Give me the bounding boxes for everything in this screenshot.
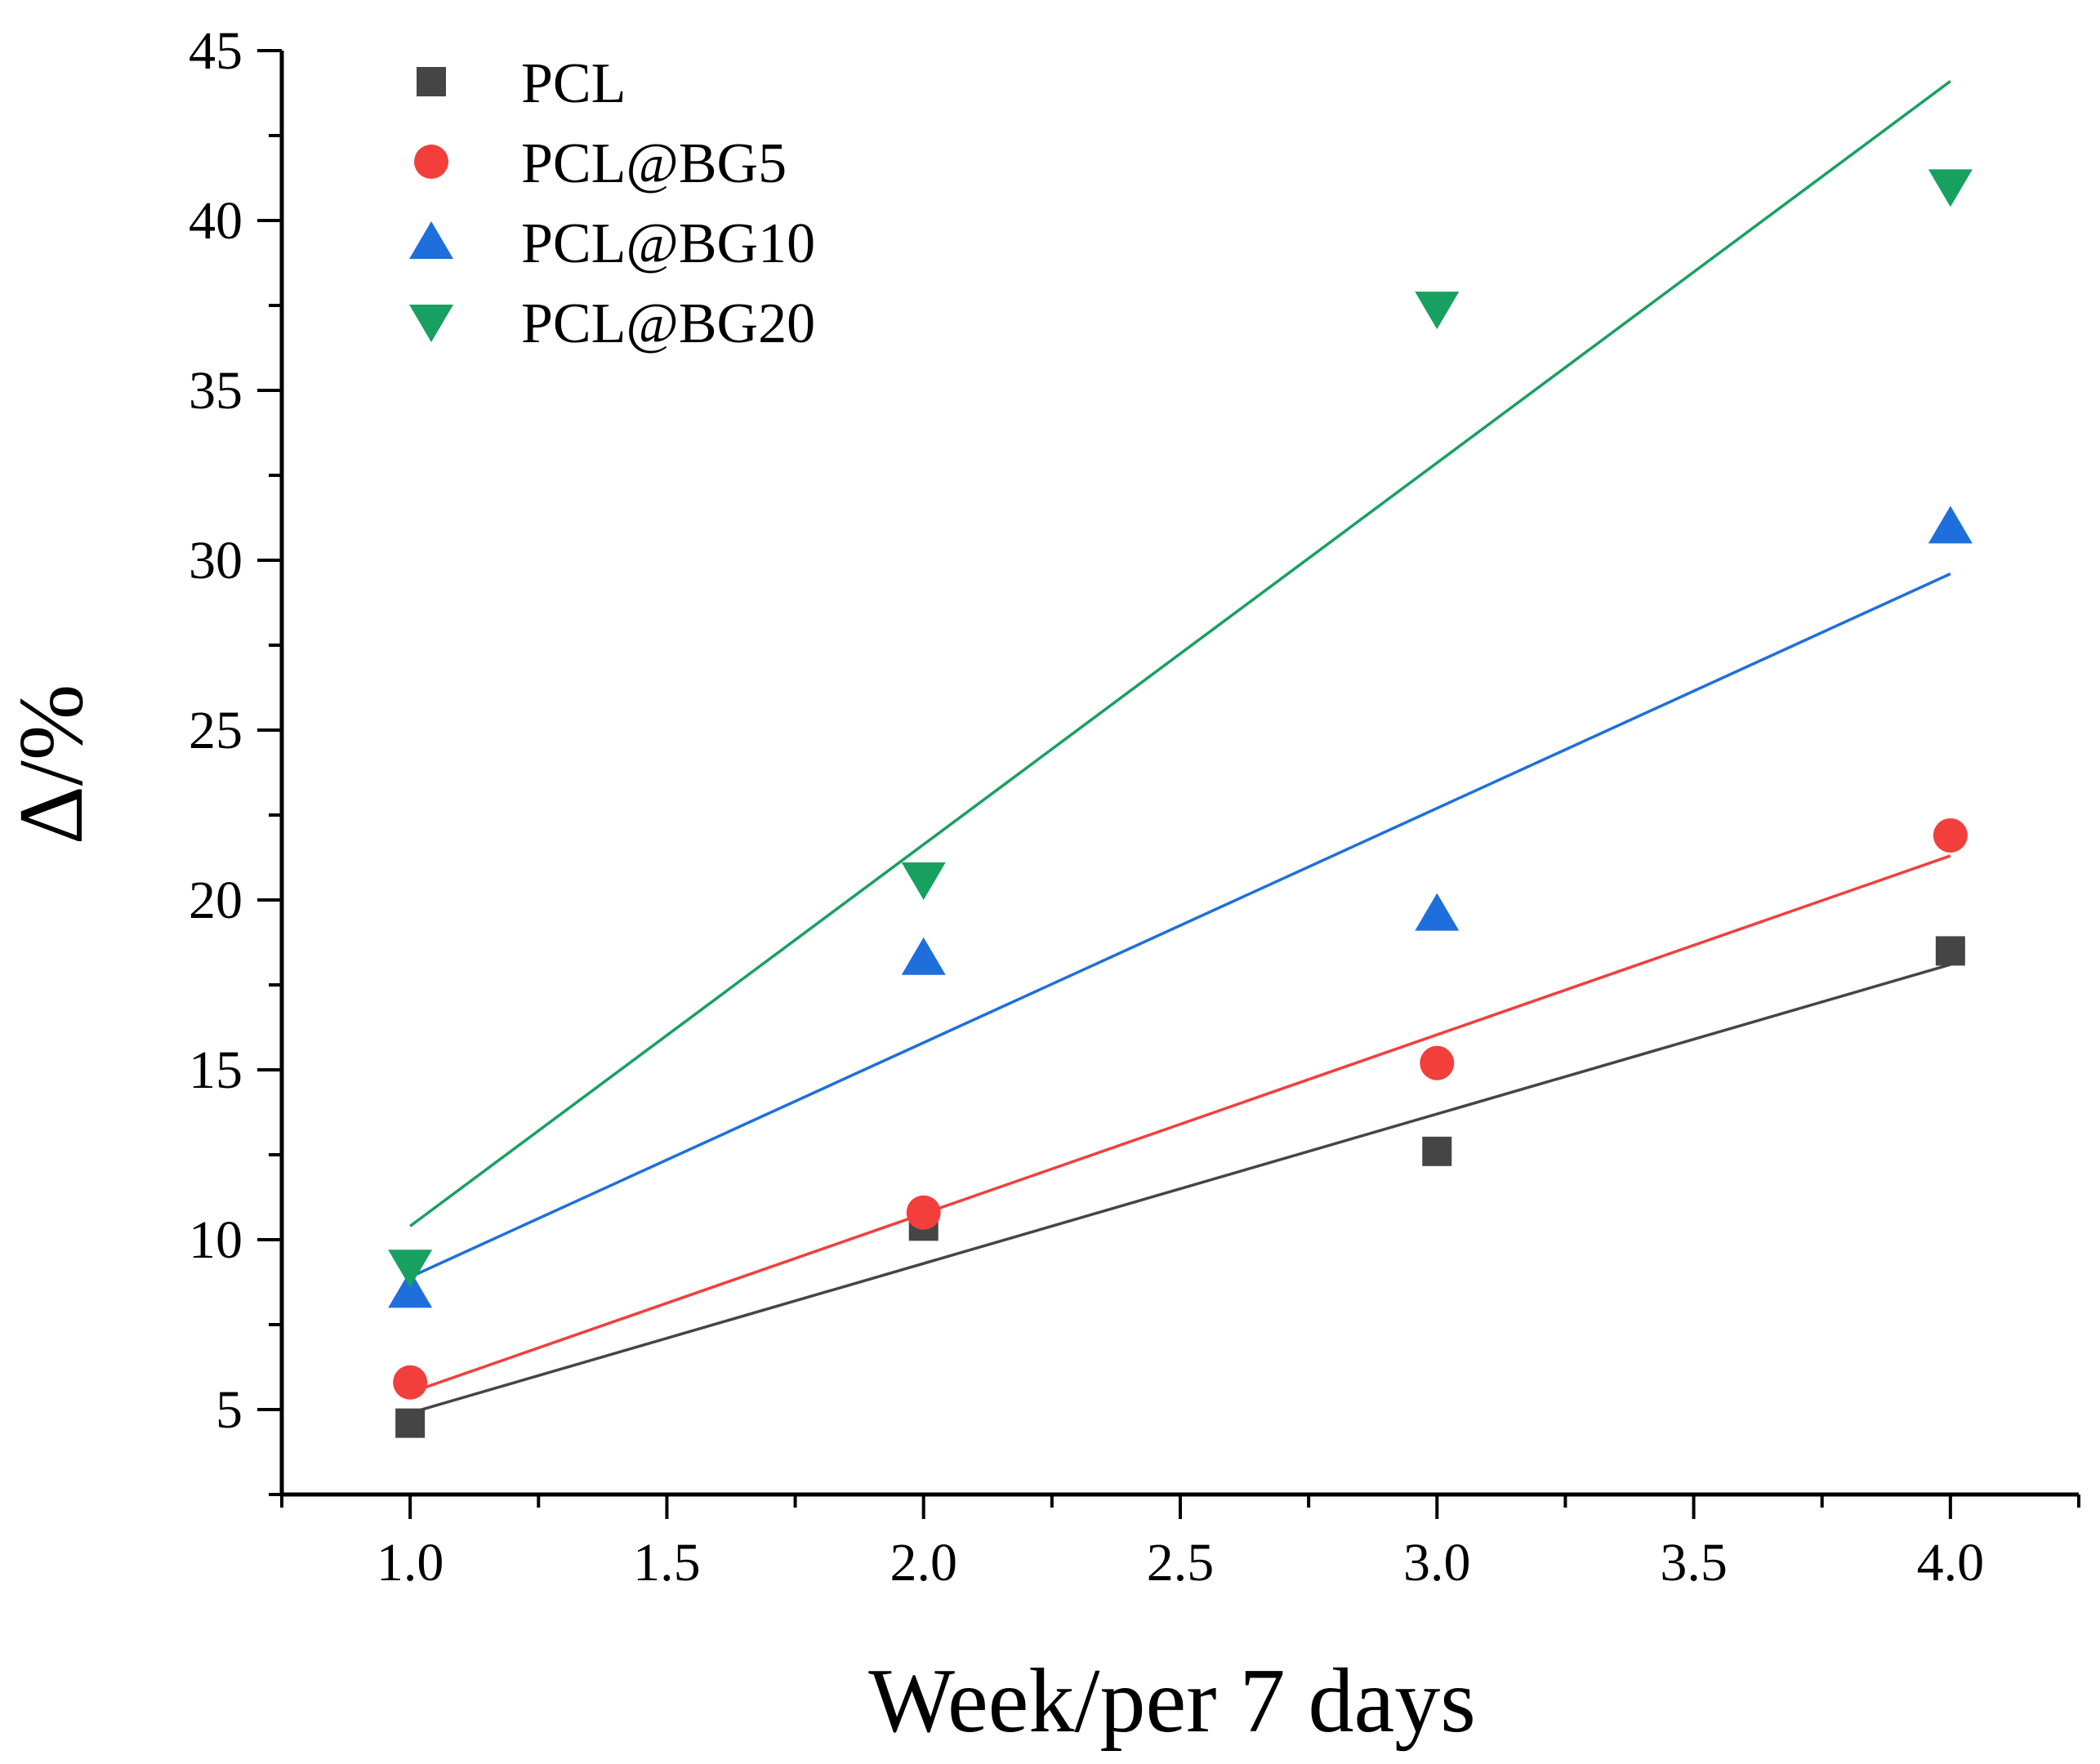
y-axis-title: Δ/% <box>1 684 102 844</box>
data-point-pcl-bg10 <box>1928 506 1973 544</box>
x-tick-label: 2.0 <box>889 1533 957 1592</box>
data-points-group <box>388 169 1973 1438</box>
axes-group: 5 10 15 20 25 30 35 40 45 1.0 1.5 2.0 2.5 3.0 3.5 4.0 <box>189 21 2080 1592</box>
x-tick-label: 1.0 <box>377 1533 444 1592</box>
y-tick-label: 35 <box>189 361 243 421</box>
data-point-pcl-bg20 <box>388 1250 433 1288</box>
data-point-pcl <box>1422 1136 1452 1166</box>
fit-line-pcl <box>409 963 1951 1414</box>
y-tick-label: 40 <box>189 191 243 251</box>
data-point-pcl-bg5 <box>1420 1045 1455 1080</box>
y-tick-label: 15 <box>189 1040 243 1100</box>
fit-line-pcl-bg10 <box>409 572 1951 1279</box>
data-point-pcl-bg10 <box>1415 893 1460 931</box>
data-point-pcl-bg10 <box>901 937 946 975</box>
fit-line-pcl-bg20 <box>409 80 1951 1227</box>
y-tick-label: 30 <box>189 531 243 590</box>
legend-marker-pcl-bg5 <box>414 145 448 179</box>
legend-marker-pcl-bg10 <box>409 221 453 259</box>
y-tick-label: 45 <box>189 21 243 81</box>
data-point-pcl <box>395 1408 426 1438</box>
y-tick-label: 5 <box>216 1380 243 1440</box>
legend-label-pcl-bg10: PCL@BG10 <box>521 212 815 275</box>
data-point-pcl-bg5 <box>1933 817 1968 853</box>
fit-line-pcl-bg5 <box>409 854 1951 1394</box>
data-point-pcl-bg5 <box>906 1195 941 1230</box>
x-tick-label: 1.5 <box>633 1533 701 1592</box>
y-tick-label: 10 <box>189 1210 243 1270</box>
y-tick-label: 25 <box>189 701 243 760</box>
x-axis-title: Week/per 7 days <box>868 1650 1476 1752</box>
data-point-pcl-bg20 <box>1928 169 1973 207</box>
y-tick-label: 20 <box>189 871 243 930</box>
legend-marker-pcl <box>417 67 446 96</box>
legend-label-pcl-bg20: PCL@BG20 <box>521 292 815 355</box>
x-tick-label: 4.0 <box>1917 1533 1985 1592</box>
legend-marker-pcl-bg20 <box>409 305 453 342</box>
x-tick-label: 3.0 <box>1403 1533 1471 1592</box>
legend-label-pcl: PCL <box>521 52 626 115</box>
legend-label-pcl-bg5: PCL@BG5 <box>521 132 787 195</box>
data-point-pcl-bg20 <box>1415 292 1460 330</box>
data-point-pcl-bg20 <box>901 862 946 901</box>
data-point-pcl <box>1935 936 1965 966</box>
fit-lines-group <box>409 80 1951 1414</box>
x-tick-label: 3.5 <box>1660 1533 1728 1592</box>
data-point-pcl-bg10 <box>388 1270 433 1308</box>
data-point-pcl-bg5 <box>393 1365 428 1400</box>
x-tick-label: 2.5 <box>1147 1533 1215 1592</box>
legend: PCL PCL@BG5 PCL@BG10 PCL@BG20 <box>409 52 815 355</box>
